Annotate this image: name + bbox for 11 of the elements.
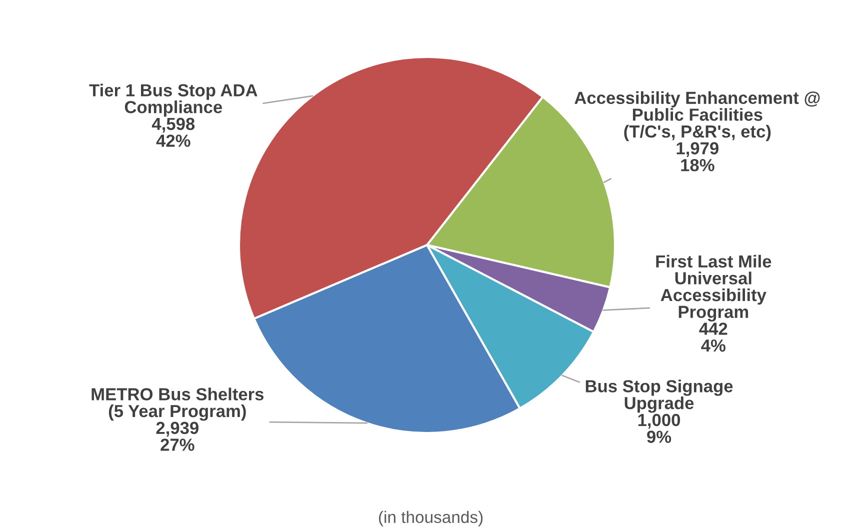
slice-label: Bus Stop Signage Upgrade bbox=[586, 380, 733, 413]
text: (in thousands) bbox=[378, 510, 483, 526]
data-label: 1,979 18% bbox=[676, 142, 718, 172]
slice-label: Accessibility Enhancement @ Public Facilities (T/C's, P&R's, etc) bbox=[574, 91, 820, 142]
data-label: 1,000 9% bbox=[638, 414, 680, 443]
slice-label: First Last Mile Universal Accessibility Program bbox=[656, 254, 772, 322]
slice-label: Tier 1 Bus Stop ADA Compliance bbox=[89, 84, 258, 117]
data-label: 4,598 42% bbox=[152, 118, 195, 147]
data-label: 2,939 27% bbox=[156, 422, 198, 451]
data-label: 442 4% bbox=[699, 322, 728, 352]
slice-label: METRO Bus Shelters (5 Year Program) bbox=[92, 388, 264, 421]
